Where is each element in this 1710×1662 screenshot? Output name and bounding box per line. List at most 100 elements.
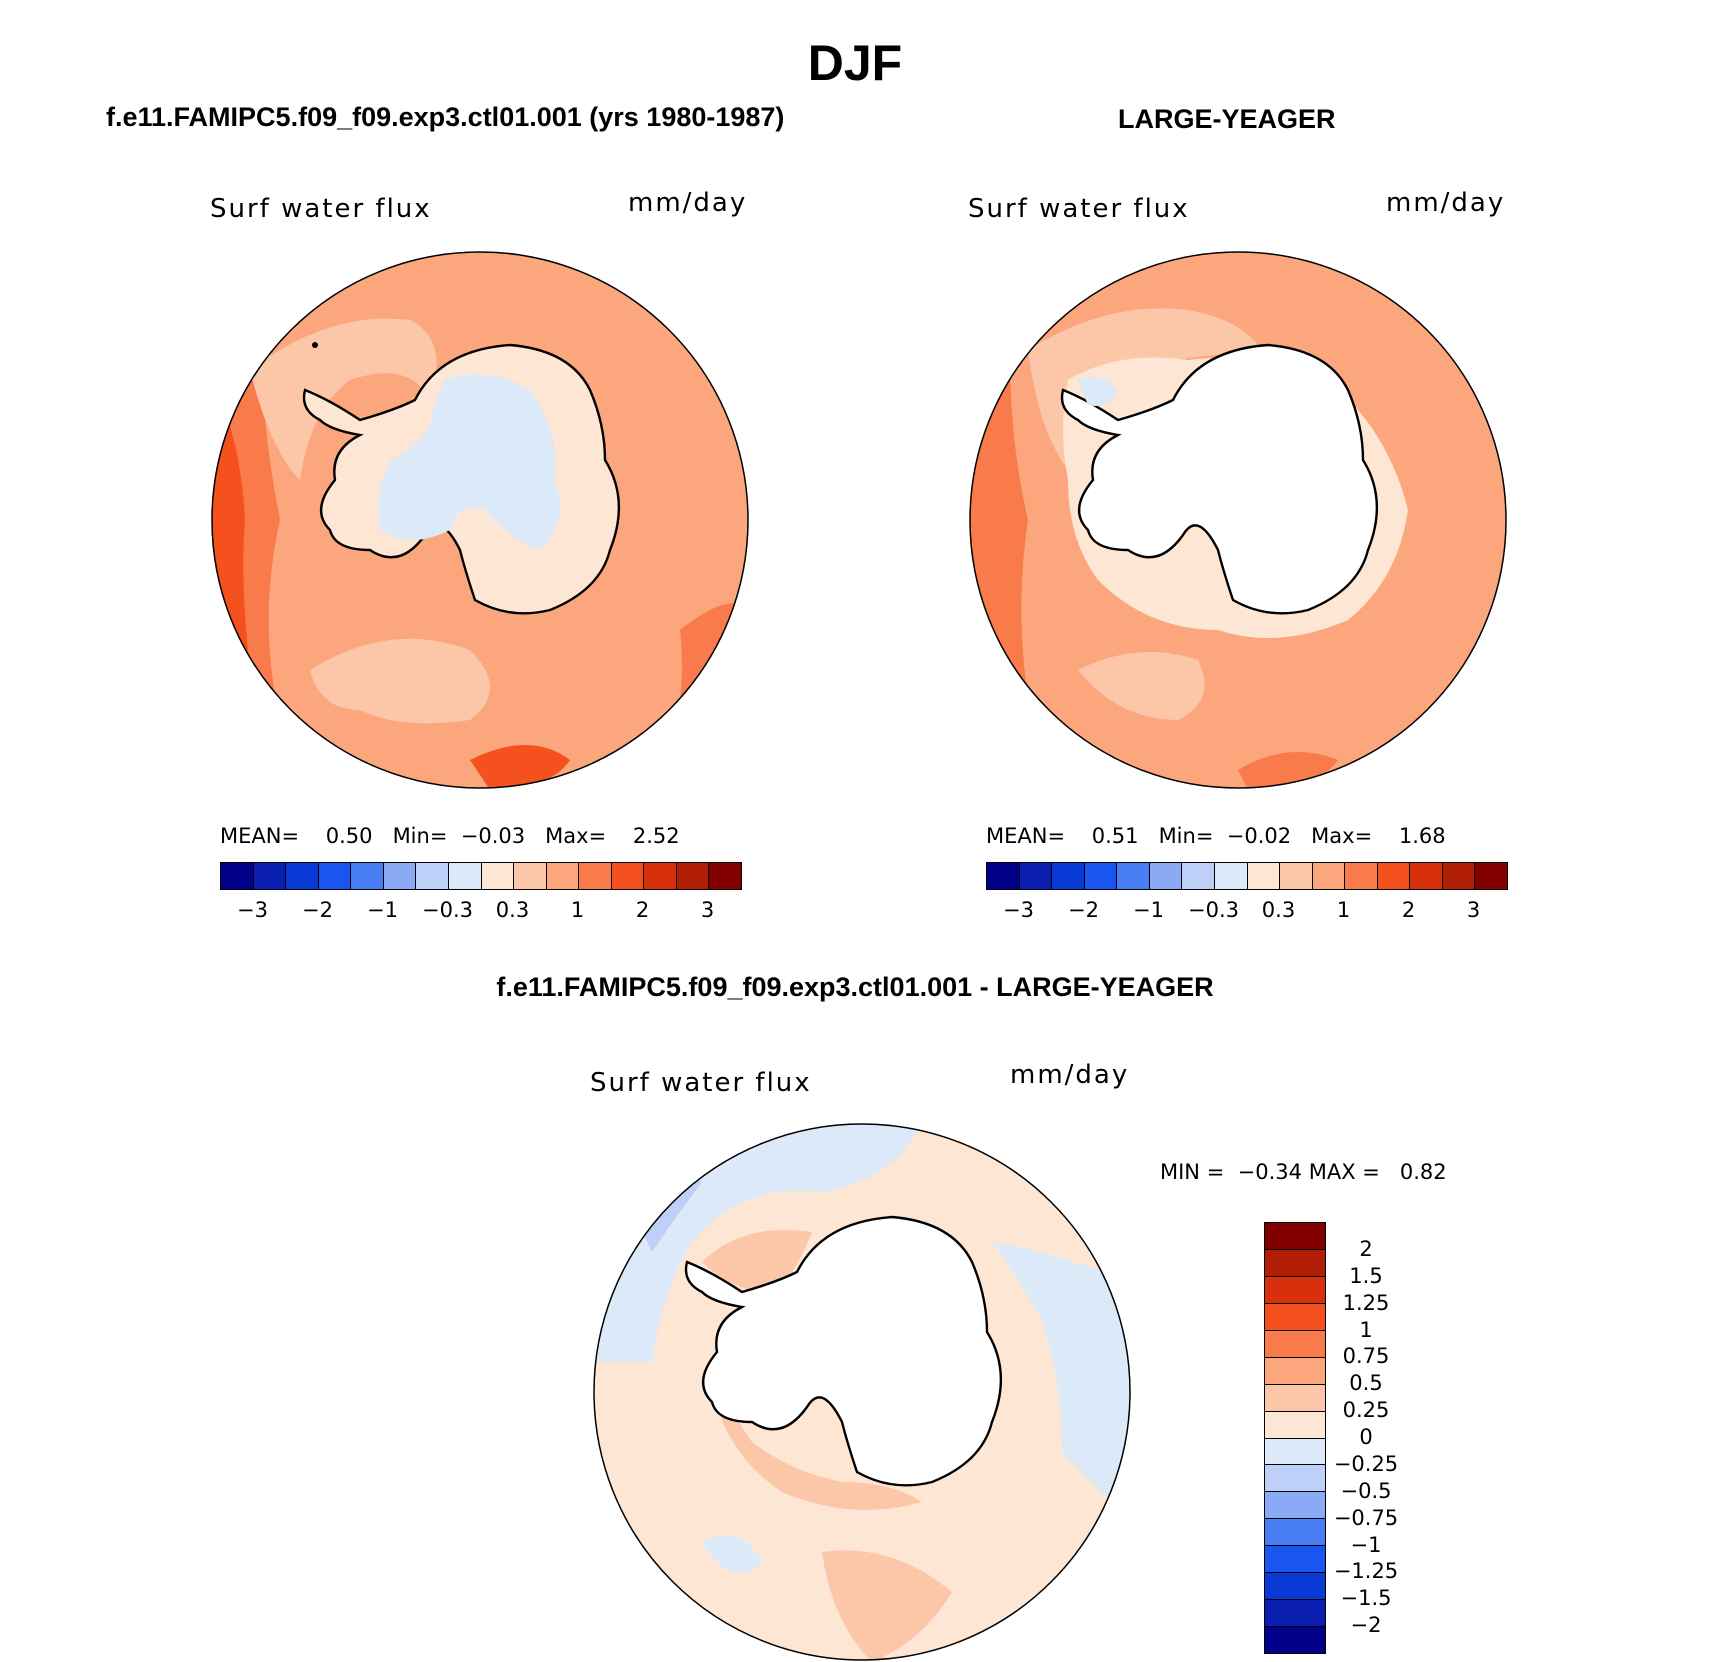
colorbar-tick-label: 0.5 <box>1349 1371 1383 1396</box>
panel-2-stats: MEAN= 0.51 Min= −0.02 Max= 1.68 <box>986 824 1446 848</box>
panel-1-colorbar <box>220 862 742 890</box>
colorbar-tick-label: −0.75 <box>1333 1505 1399 1530</box>
panel-3-stats: MIN = −0.34 MAX = 0.82 <box>1160 1160 1447 1184</box>
colorbar-tick-label: −3 <box>1003 898 1034 922</box>
colorbar-box <box>1265 1223 1325 1250</box>
colorbar-tick-label: 0.25 <box>1342 1398 1390 1423</box>
min-label: MIN = <box>1160 1160 1225 1184</box>
colorbar-box <box>1265 1600 1325 1628</box>
colorbar-box <box>1214 863 1248 889</box>
colorbar-box <box>1280 863 1313 889</box>
colorbar-box <box>1149 863 1183 889</box>
antarctica-interior-negative <box>378 374 560 550</box>
panel-2-colorbar <box>986 862 1508 890</box>
colorbar-tick-label: −1 <box>1350 1532 1382 1557</box>
colorbar-box <box>644 863 677 889</box>
colorbar-box <box>1475 863 1507 889</box>
south-dark-region <box>1238 752 1338 788</box>
south-pale-region <box>1078 652 1205 720</box>
colorbar-box <box>286 863 319 889</box>
colorbar-box <box>1265 1411 1325 1439</box>
colorbar-box <box>1410 863 1443 889</box>
panel-3-map <box>593 1123 1131 1661</box>
panel-3-units: mm/day <box>1010 1060 1130 1090</box>
colorbar-box <box>1019 863 1053 889</box>
colorbar-tick-label: −2 <box>1350 1613 1382 1638</box>
peninsula-island <box>312 342 318 348</box>
colorbar-box <box>1265 1492 1325 1520</box>
colorbar-box <box>579 863 612 889</box>
panel-2-units: mm/day <box>1386 188 1506 218</box>
panel-2-title: LARGE-YEAGER <box>1118 104 1336 134</box>
colorbar-box <box>481 863 515 889</box>
colorbar-tick-label: −2 <box>302 898 333 922</box>
colorbar-box <box>1265 1438 1325 1466</box>
colorbar-tick-label: 2 <box>1401 898 1416 922</box>
colorbar-tick-label: −2 <box>1068 898 1099 922</box>
colorbar-box <box>318 863 352 889</box>
colorbar-box <box>1265 1627 1325 1653</box>
colorbar-box <box>1265 1249 1325 1277</box>
colorbar-box <box>1265 1519 1325 1547</box>
min-label: Min= <box>392 824 448 848</box>
colorbar-box <box>987 863 1020 889</box>
colorbar-box <box>1265 1384 1325 1412</box>
colorbar-box <box>546 863 580 889</box>
colorbar-tick-label: 1 <box>1359 1317 1373 1342</box>
colorbar-tick-label: 3 <box>1466 898 1481 922</box>
colorbar-box <box>351 863 384 889</box>
colorbar-box <box>1265 1303 1325 1331</box>
colorbar-tick-label: −0.25 <box>1333 1451 1399 1476</box>
colorbar-tick-label: −1.5 <box>1340 1586 1392 1611</box>
colorbar-tick-label: −1.25 <box>1333 1559 1399 1584</box>
north-pale-region <box>250 318 437 480</box>
panel-2-colorbar-ticks: −3 −2 −1 −0.3 0.3 1 2 3 <box>986 898 1506 924</box>
colorbar-box <box>1265 1357 1325 1385</box>
colorbar-tick-label: 0 <box>1359 1425 1373 1449</box>
colorbar-tick-label: −1 <box>367 898 398 922</box>
colorbar-box <box>1265 1276 1325 1304</box>
colorbar-box <box>1345 863 1378 889</box>
colorbar-tick-label: 1.25 <box>1342 1290 1390 1315</box>
panel-1-stats: MEAN= 0.50 Min= −0.03 Max= 2.52 <box>220 824 680 848</box>
colorbar-tick-label: −0.3 <box>1188 898 1239 922</box>
max-label: Max= <box>1311 824 1373 848</box>
colorbar-box <box>1312 863 1346 889</box>
ring-light-region-2 <box>712 1382 922 1510</box>
max-label: MAX = <box>1308 1160 1380 1184</box>
mean-value: 0.50 <box>325 824 373 848</box>
south-light-region <box>822 1550 952 1660</box>
colorbar-tick-label: 1.5 <box>1349 1263 1383 1288</box>
colorbar-tick-label: 0.3 <box>495 898 530 922</box>
panel-3-colorbar-ticks: 2 1.5 1.25 1 0.75 0.5 0.25 0 −0.25 −0.5 −0.75 −1 −1.… <box>1326 1222 1406 1652</box>
colorbar-box <box>1247 863 1281 889</box>
min-label: Min= <box>1158 824 1214 848</box>
panel-3-variable: Surf water flux <box>590 1068 812 1098</box>
panel-1-map <box>211 251 749 789</box>
max-value: 0.82 <box>1399 1160 1447 1184</box>
south-pale-region <box>310 638 490 724</box>
colorbar-box <box>1265 1573 1325 1601</box>
colorbar-box <box>1442 863 1476 889</box>
colorbar-box <box>1084 863 1118 889</box>
southwest-neg-region <box>702 1535 762 1574</box>
colorbar-box <box>1265 1465 1325 1493</box>
colorbar-tick-label: 3 <box>700 898 715 922</box>
colorbar-box <box>416 863 449 889</box>
min-value: −0.02 <box>1226 824 1292 848</box>
colorbar-tick-label: 1 <box>570 898 585 922</box>
colorbar-tick-label: 1 <box>1336 898 1351 922</box>
colorbar-box <box>1117 863 1150 889</box>
colorbar-tick-label: 2 <box>1359 1236 1373 1261</box>
colorbar-box <box>709 863 741 889</box>
panel-2-map <box>969 251 1507 789</box>
east-neg-region <box>992 1242 1130 1522</box>
panel-1-units: mm/day <box>628 188 748 218</box>
mean-label: MEAN= <box>220 824 300 848</box>
panel-1-variable: Surf water flux <box>210 194 432 224</box>
panel-3-colorbar <box>1264 1222 1326 1654</box>
colorbar-tick-label: −3 <box>237 898 268 922</box>
colorbar-tick-label: −1 <box>1133 898 1164 922</box>
colorbar-tick-label: 0.75 <box>1342 1344 1390 1369</box>
colorbar-box <box>1265 1546 1325 1574</box>
